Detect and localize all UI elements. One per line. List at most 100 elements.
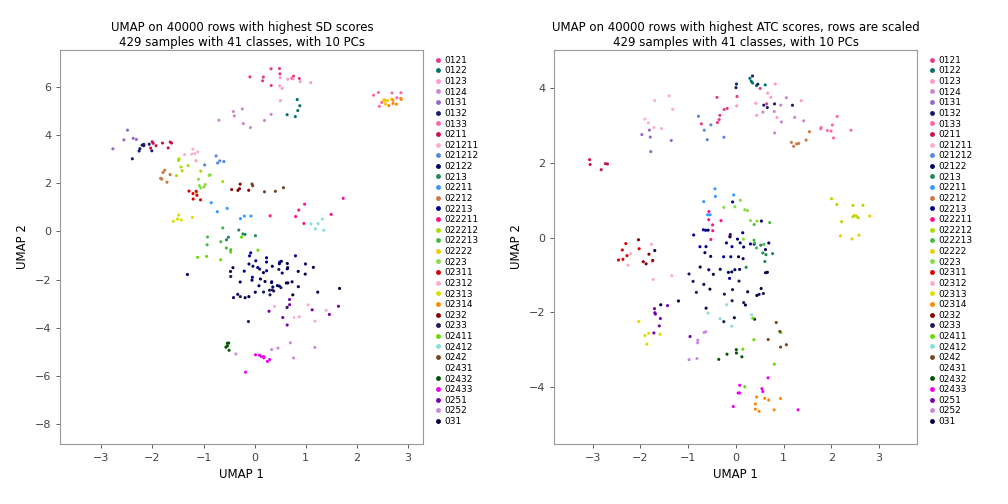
Point [721, 268, 737, 276]
Point [729, 349, 745, 357]
Point [698, 328, 714, 336]
Point [169, 215, 185, 223]
Point [258, 258, 274, 266]
Point [237, 230, 253, 238]
Point [783, 138, 799, 146]
Point [652, 330, 668, 338]
Point [243, 249, 259, 257]
Point [297, 260, 313, 268]
Point [263, 65, 279, 73]
Point [232, 180, 248, 188]
Point [213, 256, 229, 264]
Point [322, 310, 338, 319]
Point [743, 217, 759, 225]
Point [593, 166, 609, 174]
Point [191, 175, 207, 183]
Point [297, 270, 313, 278]
Point [766, 406, 782, 414]
Point [248, 351, 264, 359]
Point [374, 98, 390, 106]
Point [631, 318, 647, 326]
Point [174, 167, 191, 175]
Point [703, 121, 719, 129]
Point [681, 356, 698, 364]
Point [267, 187, 283, 196]
Point [719, 104, 735, 112]
Point [773, 329, 789, 337]
Point [641, 126, 657, 134]
Point [729, 92, 745, 100]
Point [746, 236, 762, 244]
Point [724, 322, 740, 330]
Title: UMAP on 40000 rows with highest ATC scores, rows are scaled
429 samples with 41 : UMAP on 40000 rows with highest ATC scor… [552, 21, 919, 49]
Point [289, 95, 305, 103]
Point [622, 249, 638, 258]
Point [170, 211, 186, 219]
Point [757, 258, 773, 266]
Point [772, 328, 788, 336]
Point [251, 351, 267, 359]
Point [790, 406, 806, 414]
Point [637, 332, 653, 340]
Point [600, 160, 616, 168]
Point [284, 314, 300, 322]
Point [142, 144, 158, 152]
Point [261, 286, 277, 294]
Point [238, 368, 254, 376]
Point [272, 258, 288, 266]
Point [752, 85, 768, 93]
Point [795, 117, 811, 125]
Point [637, 115, 653, 123]
Point [646, 329, 662, 337]
Point [824, 195, 840, 203]
Point [746, 375, 762, 384]
Point [697, 329, 713, 337]
Point [258, 254, 274, 262]
Point [753, 284, 769, 292]
Point [240, 318, 256, 326]
Point [203, 171, 219, 179]
Point [744, 310, 760, 319]
Point [232, 293, 248, 301]
Point [710, 118, 726, 127]
Point [289, 106, 305, 114]
Point [256, 354, 272, 362]
Point [729, 102, 745, 110]
Point [698, 242, 714, 250]
Point [830, 112, 846, 120]
Point [290, 206, 306, 214]
Point [772, 343, 788, 351]
Point [262, 212, 278, 220]
Point [228, 350, 244, 358]
Point [264, 262, 280, 270]
Point [285, 354, 301, 362]
Point [712, 314, 728, 323]
Point [226, 294, 242, 302]
Point [740, 207, 756, 215]
Point [785, 142, 801, 150]
Point [778, 94, 794, 102]
Point [273, 257, 289, 265]
Point [850, 214, 866, 222]
Point [766, 100, 782, 108]
Point [793, 97, 809, 105]
Point [735, 345, 751, 353]
Point [747, 400, 763, 408]
Point [742, 74, 758, 82]
Point [244, 180, 260, 188]
Point [221, 233, 237, 241]
Point [644, 258, 660, 266]
Point [663, 137, 679, 145]
Point [242, 252, 258, 260]
Point [786, 113, 802, 121]
Point [235, 119, 251, 128]
Point [244, 276, 260, 284]
Point [685, 277, 702, 285]
Point [255, 269, 271, 277]
Point [259, 357, 275, 365]
Point [755, 108, 771, 116]
Point [619, 251, 635, 260]
Point [844, 235, 860, 243]
Point [773, 118, 789, 126]
Point [262, 291, 278, 299]
